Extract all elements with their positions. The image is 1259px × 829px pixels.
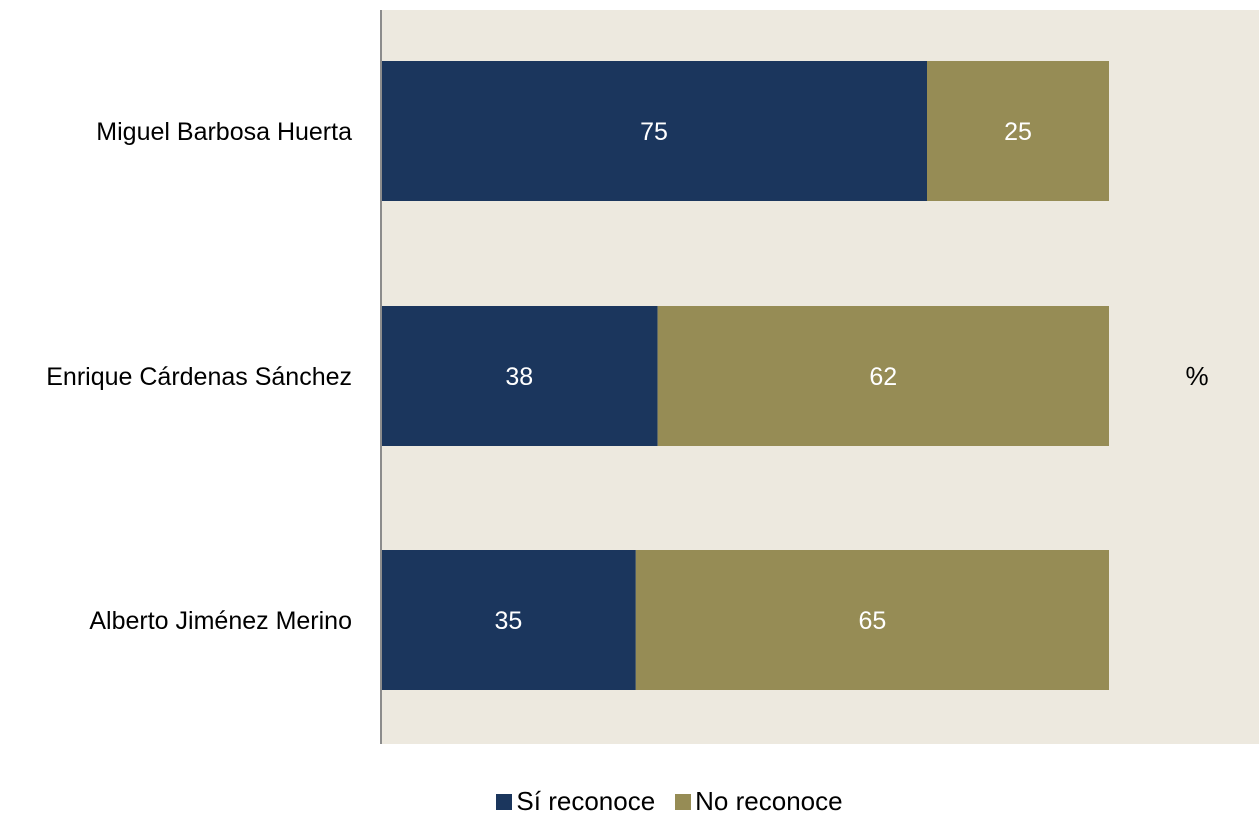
legend-label-no-reconoce: No reconoce — [695, 786, 843, 816]
category-label-miguel-barbosa-huerta: Miguel Barbosa Huerta — [96, 118, 352, 146]
legend-swatch-si-reconoce — [496, 793, 513, 810]
legend-item-si-reconoce: Sí reconoce — [496, 786, 655, 817]
bar-si-reconoce-enrique-cardenas-sanchez — [381, 306, 658, 446]
data-label-no-reconoce-enrique-cardenas-sanchez: 62 — [869, 363, 897, 391]
bar-no-reconoce-miguel-barbosa-huerta — [927, 61, 1109, 201]
legend-swatch-no-reconoce — [675, 793, 692, 810]
bar-no-reconoce-enrique-cardenas-sanchez — [657, 306, 1109, 446]
data-labels: 75 25 38 62 35 65 — [494, 118, 1031, 635]
category-label-enrique-cardenas-sanchez: Enrique Cárdenas Sánchez — [46, 363, 352, 391]
legend-label-si-reconoce: Sí reconoce — [516, 786, 656, 816]
data-label-si-reconoce-alberto-jimenez-merino: 35 — [494, 607, 522, 635]
data-label-si-reconoce-miguel-barbosa-huerta: 75 — [640, 118, 668, 146]
category-label-alberto-jimenez-merino: Alberto Jiménez Merino — [89, 607, 352, 635]
legend: Sí reconoce No reconoce — [0, 786, 1259, 817]
bar-si-reconoce-alberto-jimenez-merino — [381, 550, 636, 690]
data-label-no-reconoce-miguel-barbosa-huerta: 25 — [1004, 118, 1032, 146]
bar-no-reconoce-alberto-jimenez-merino — [635, 550, 1109, 690]
data-label-no-reconoce-alberto-jimenez-merino: 65 — [858, 607, 886, 635]
bars-layer — [381, 61, 1109, 690]
unit-label: % — [1185, 361, 1208, 391]
category-labels: Miguel Barbosa Huerta Enrique Cárdenas Sá… — [46, 118, 352, 635]
bar-si-reconoce-miguel-barbosa-huerta — [381, 61, 927, 201]
data-label-si-reconoce-enrique-cardenas-sanchez: 38 — [505, 363, 533, 391]
legend-item-no-reconoce: No reconoce — [675, 786, 843, 817]
